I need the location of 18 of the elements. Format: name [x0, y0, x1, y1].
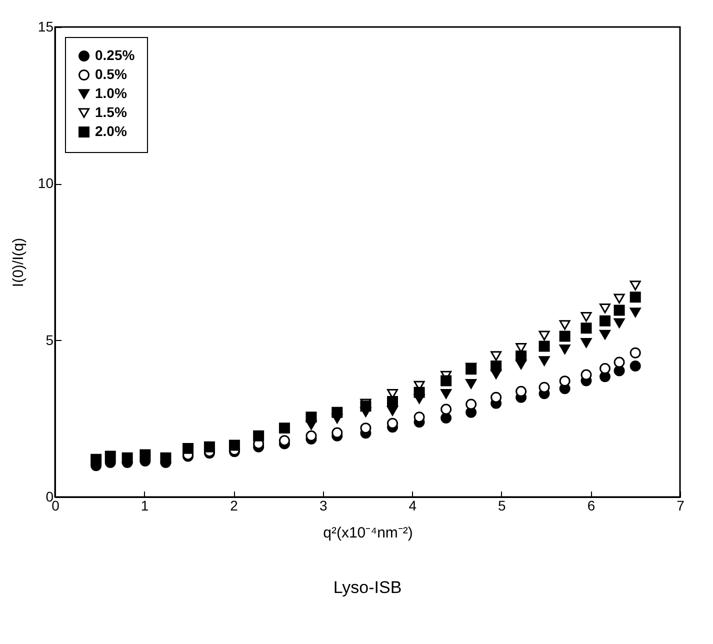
x-tick-label: 1 — [140, 498, 149, 514]
legend-label: 0.5% — [95, 66, 128, 82]
y-tick-label: 15 — [38, 18, 54, 34]
x-axis-title: q²(x10⁻⁴nm⁻²) — [323, 524, 413, 542]
x-tick-label: 7 — [676, 498, 685, 514]
y-tick-label: 10 — [38, 175, 54, 192]
y-axis-title: I(0)/I(q) — [10, 238, 27, 288]
legend-label: 2.0% — [95, 123, 128, 139]
x-tick-label: 5 — [498, 498, 506, 514]
x-tick-label: 2 — [230, 498, 238, 514]
legend-label: 0.25% — [95, 47, 136, 63]
legend-label: 1.5% — [95, 104, 128, 120]
text: Lyso-ISB — [333, 578, 402, 597]
x-tick-label: 4 — [408, 498, 417, 514]
y-tick-label: 5 — [46, 332, 54, 348]
x-tick-label: 6 — [587, 498, 596, 514]
legend-label: 1.0% — [95, 85, 128, 101]
x-tick-label: 3 — [319, 498, 328, 514]
